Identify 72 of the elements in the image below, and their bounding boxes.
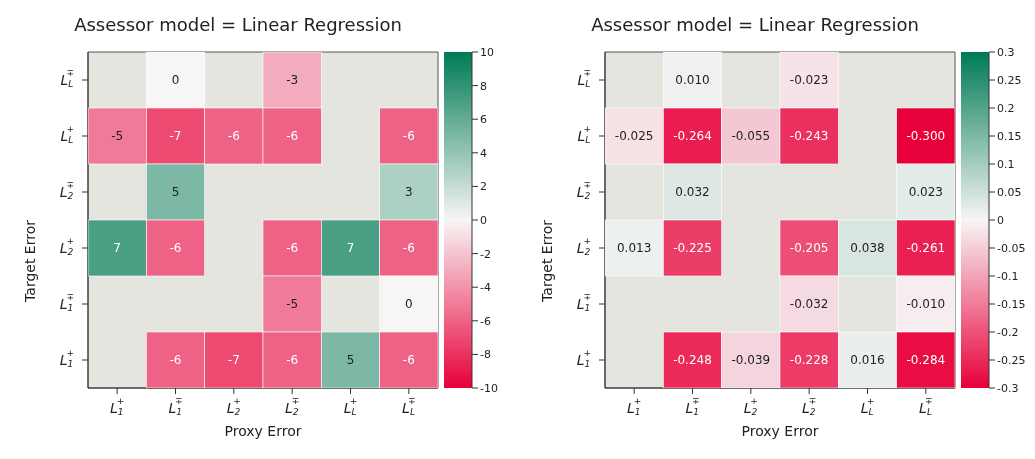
data-label: 0 — [171, 73, 180, 87]
color-bar-label: -2 — [480, 247, 491, 261]
color-bar-label: 0.25 — [997, 73, 1022, 87]
data-label: -0.055 — [731, 129, 771, 143]
color-bar-label: -0.1 — [997, 269, 1019, 283]
color-bar-label: 0.05 — [997, 185, 1022, 199]
chart-title: Assessor model = Linear Regression — [73, 14, 403, 35]
color-bar-label: -0.25 — [997, 353, 1026, 367]
data-label: -6 — [286, 353, 299, 367]
y-axis-title: Target Error — [21, 219, 38, 303]
color-bar-label: -4 — [480, 281, 491, 295]
data-label: 0.010 — [675, 73, 710, 87]
data-label: -0.248 — [673, 353, 712, 367]
color-bar-label: 0.15 — [997, 129, 1022, 143]
color-bar-label: 4 — [480, 146, 487, 160]
color-bar-label: -0.3 — [997, 381, 1019, 395]
color-bar-label: 0.1 — [997, 157, 1015, 171]
data-label: 7 — [346, 241, 355, 255]
color-bar-label: 0.2 — [997, 101, 1015, 115]
data-label: -6 — [402, 241, 415, 255]
data-label: -0.261 — [906, 241, 946, 255]
data-label: -0.284 — [906, 353, 946, 367]
data-label: -6 — [286, 129, 299, 143]
data-label: 0 — [405, 297, 413, 311]
data-label: 7 — [113, 241, 121, 255]
y-axis-title: Target Error — [538, 219, 555, 303]
x-axis-title: Proxy Error — [224, 422, 302, 439]
color-bar-label: -0.2 — [997, 325, 1019, 339]
data-label: 0.032 — [675, 185, 710, 199]
data-label: -0.039 — [731, 353, 771, 367]
chart-title: Assessor model = Linear Regression — [590, 14, 920, 35]
color-bar-label: 8 — [480, 79, 487, 93]
data-label: -0.300 — [906, 129, 946, 143]
data-label: -0.010 — [906, 297, 946, 311]
color-bar-label: 10 — [480, 45, 494, 59]
data-label: 0.023 — [908, 185, 944, 199]
data-label: -6 — [169, 353, 182, 367]
color-bar-label: -0.15 — [997, 297, 1026, 311]
data-label: -3 — [286, 73, 299, 87]
color-bar-label: -0.05 — [997, 241, 1026, 255]
data-label: -6 — [402, 129, 415, 143]
x-axis-title: Proxy Error — [741, 422, 819, 439]
data-label: -0.243 — [789, 129, 829, 143]
color-bar-label: 0.3 — [997, 45, 1015, 59]
data-label: -0.264 — [673, 129, 712, 143]
data-label: -0.205 — [789, 241, 829, 255]
color-bar-label: 2 — [480, 180, 487, 194]
color-bar-label: 0 — [480, 213, 487, 227]
data-label: -6 — [402, 353, 415, 367]
data-label: -5 — [111, 129, 124, 143]
data-label: -0.023 — [789, 73, 829, 87]
color-bar-label: 6 — [480, 113, 487, 127]
data-label: 3 — [405, 185, 413, 199]
data-label: -0.225 — [673, 241, 712, 255]
color-bar-label: -6 — [480, 314, 491, 328]
color-bar-label: 0 — [997, 213, 1004, 227]
data-label: 0.016 — [850, 353, 885, 367]
data-label: -0.032 — [789, 297, 829, 311]
data-label: -7 — [169, 129, 182, 143]
data-label: -0.025 — [614, 129, 654, 143]
data-label: -6 — [169, 241, 182, 255]
data-label: 0.038 — [850, 241, 885, 255]
color-bar-label: -8 — [480, 348, 491, 362]
data-label: 5 — [346, 353, 355, 367]
color-bar-label: -10 — [480, 381, 498, 395]
data-label: -6 — [227, 129, 240, 143]
data-label: 0.013 — [616, 241, 652, 255]
data-label: -0.228 — [789, 353, 829, 367]
data-label: -5 — [286, 297, 299, 311]
data-label: -7 — [227, 353, 240, 367]
data-label: 5 — [171, 185, 180, 199]
data-label: -6 — [286, 241, 299, 255]
